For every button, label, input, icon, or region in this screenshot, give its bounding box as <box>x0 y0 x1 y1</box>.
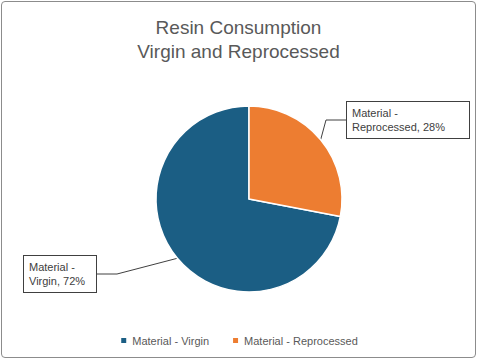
svg-text:Reprocessed, 28%: Reprocessed, 28% <box>352 121 445 133</box>
svg-text:Material -: Material - <box>352 107 401 119</box>
svg-text:Virgin and Reprocessed: Virgin and Reprocessed <box>137 41 339 62</box>
svg-text:Material -: Material - <box>29 261 78 273</box>
svg-text:Material - Virgin: Material - Virgin <box>132 335 209 347</box>
svg-text:Virgin, 72%: Virgin, 72% <box>29 275 85 287</box>
svg-text:Material - Reprocessed: Material - Reprocessed <box>244 335 358 347</box>
svg-text:Resin Consumption: Resin Consumption <box>156 17 322 38</box>
